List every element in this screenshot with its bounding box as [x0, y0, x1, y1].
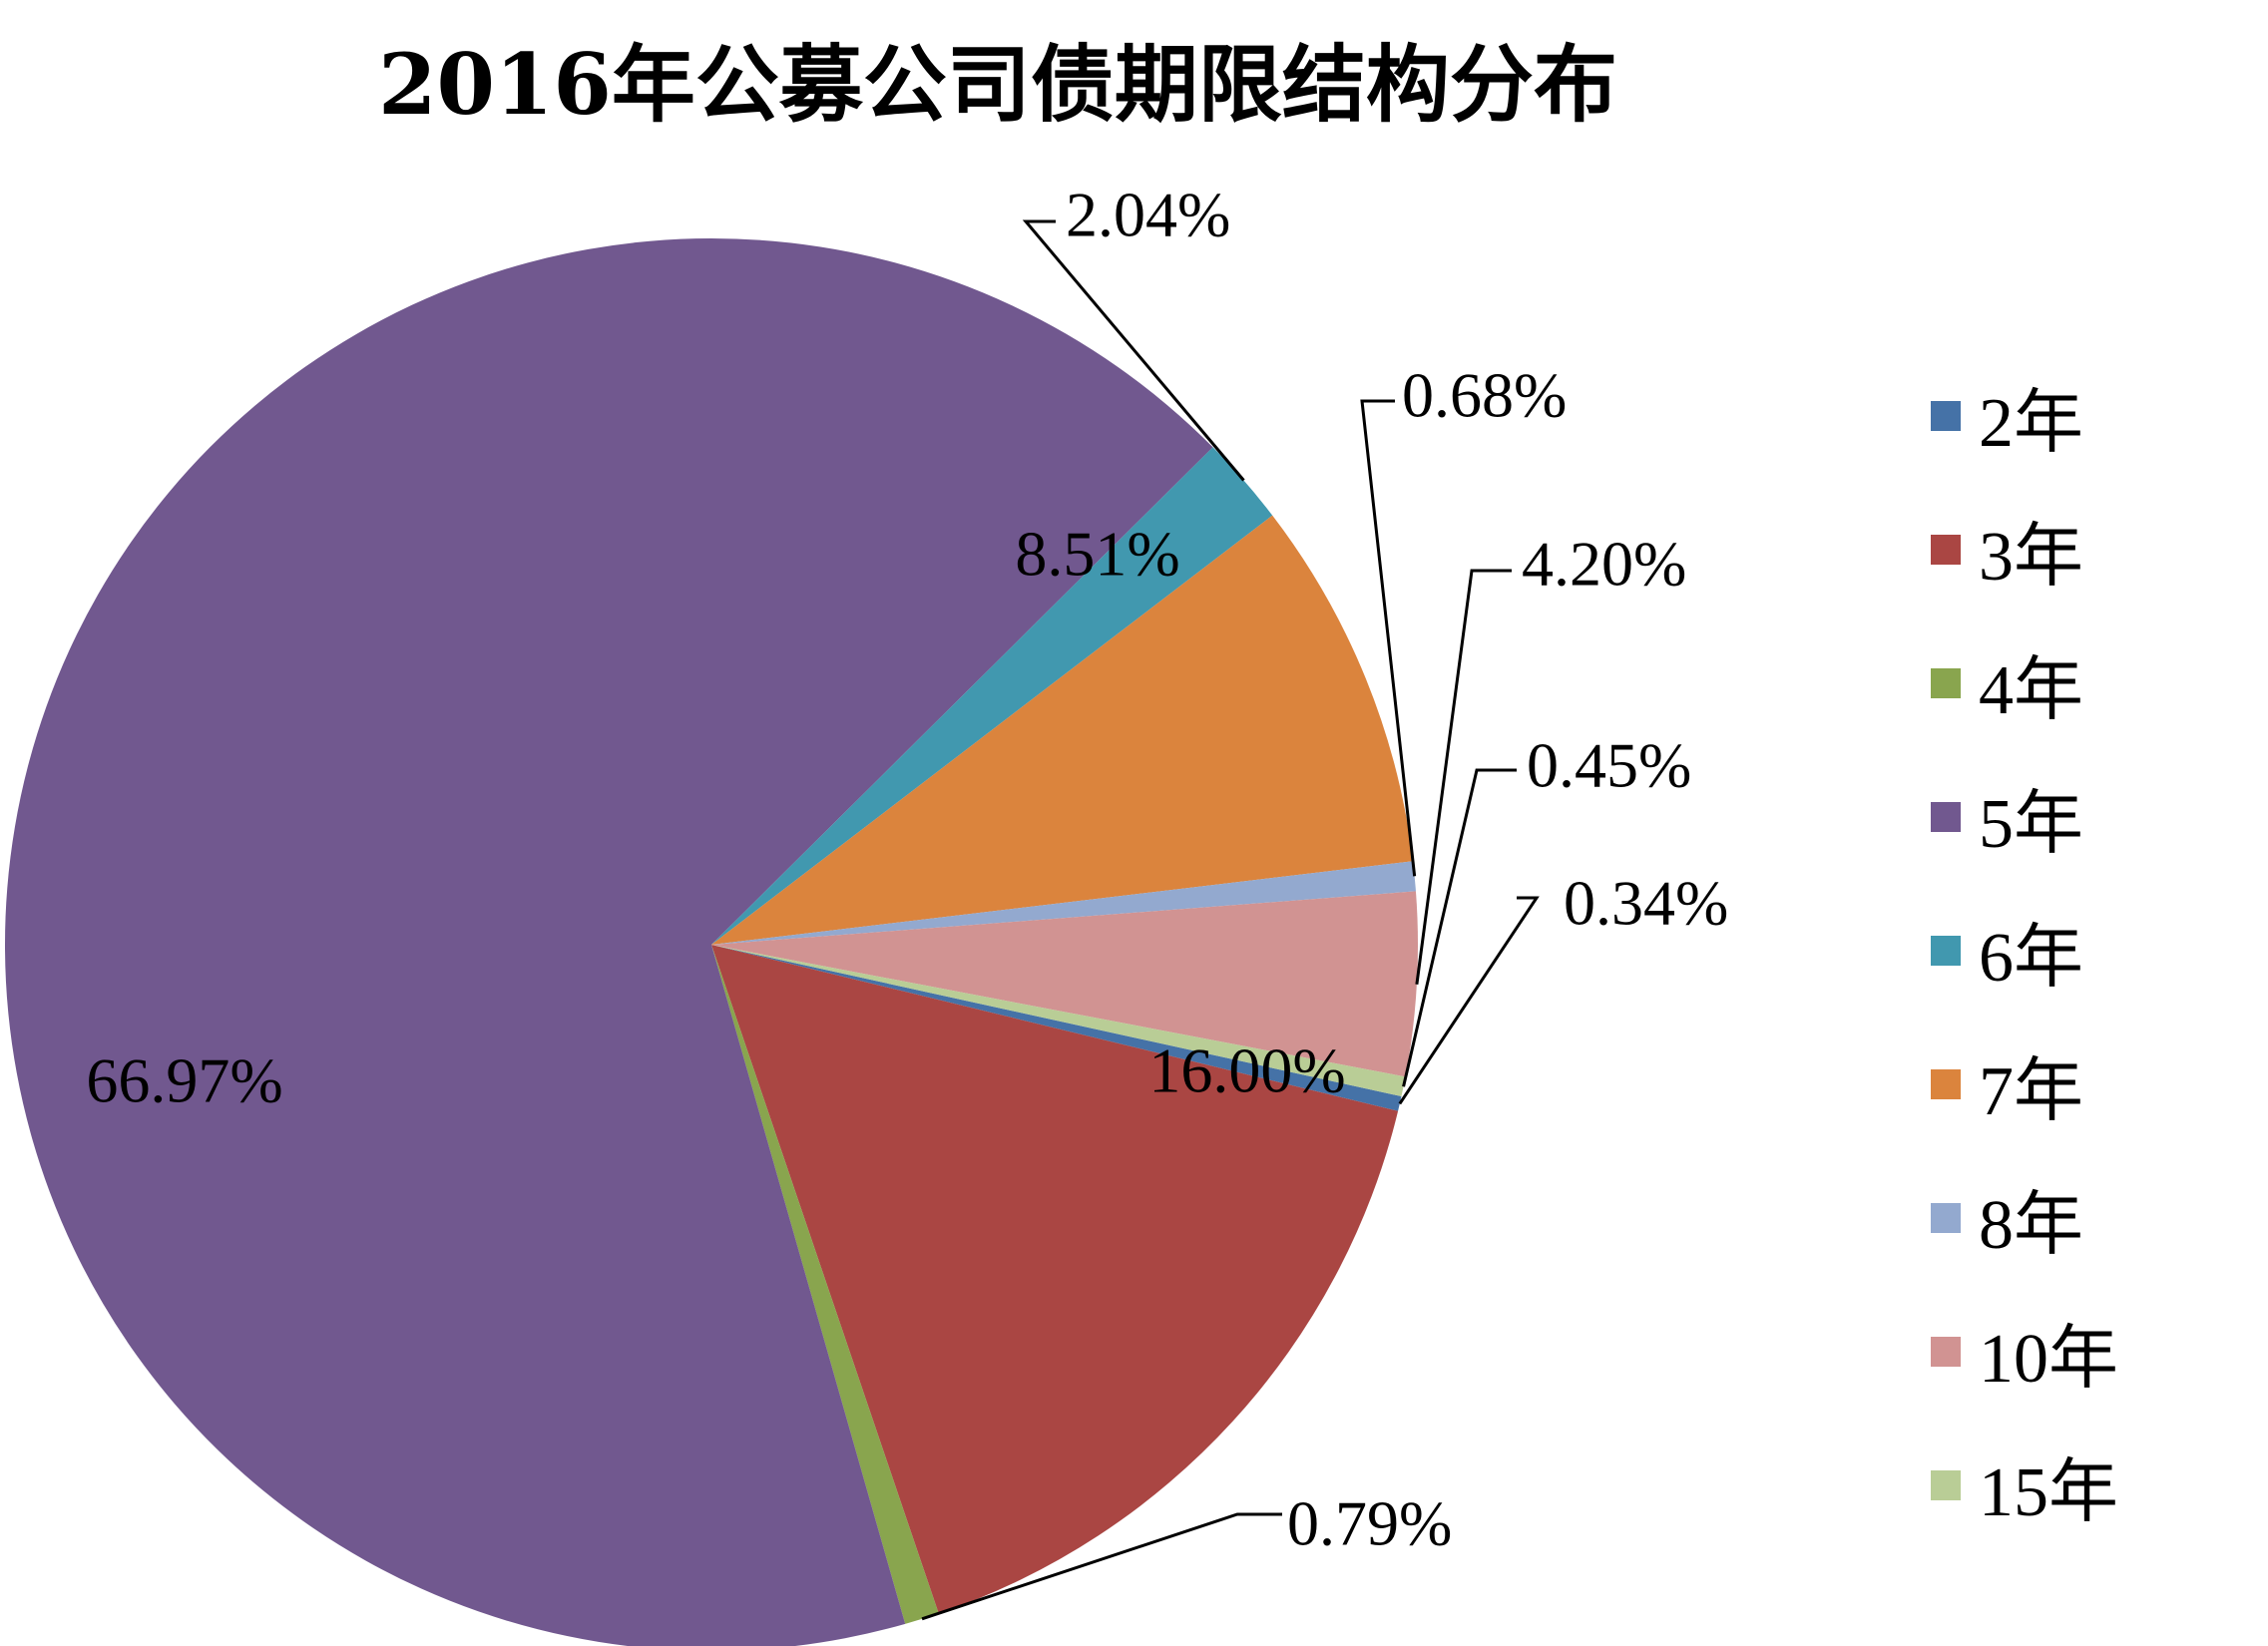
data-label-5: 2.04%	[1066, 180, 1230, 250]
legend-swatch	[1931, 936, 1961, 966]
legend-swatch	[1931, 1203, 1961, 1233]
legend-item: 2年	[1931, 349, 2118, 483]
leader-line-1	[1398, 896, 1540, 1105]
pie-slices	[5, 238, 1419, 1646]
leader-line-5	[1022, 219, 1245, 482]
legend-label: 2年	[1979, 384, 2083, 462]
legend-label: 8年	[1979, 1186, 2083, 1264]
data-label-8: 4.20%	[1522, 529, 1686, 600]
data-label-3: 0.79%	[1287, 1488, 1452, 1559]
data-label-1: 0.34%	[1564, 868, 1728, 939]
leader-line-7	[1360, 399, 1417, 877]
legend-swatch	[1931, 1337, 1961, 1367]
legend-label: 3年	[1979, 518, 2083, 596]
leader-line-8	[1415, 569, 1512, 985]
legend-label: 5年	[1979, 785, 2083, 863]
pie-slice-7	[711, 861, 1416, 945]
legend-item: 5年	[1931, 750, 2118, 884]
legend-swatch	[1931, 535, 1961, 565]
chart-title: 2016年公募公司债期限结构分布	[378, 35, 1617, 134]
legend-item: 6年	[1931, 884, 2118, 1018]
legend-item: 4年	[1931, 617, 2118, 750]
data-label-6: 8.51%	[1015, 519, 1179, 590]
legend-item: 15年	[1931, 1419, 2118, 1552]
pie-slice-8	[711, 891, 1419, 1077]
legend-item: 7年	[1931, 1018, 2118, 1151]
legend-label: 15年	[1979, 1453, 2118, 1531]
legend-swatch	[1931, 802, 1961, 832]
data-labels: 0.34% 16.00% 0.79% 66.97% 2.04% 8.51% 0.68% 4.2…	[86, 180, 1728, 1559]
pie-slice-4	[5, 238, 1213, 1646]
leader-lines	[921, 219, 1540, 1621]
legend-item: 3年	[1931, 483, 2118, 617]
legend-swatch	[1931, 668, 1961, 698]
leader-line-9	[1402, 768, 1517, 1087]
pie-slice-2	[711, 945, 1399, 1614]
pie-slice-5	[711, 447, 1273, 945]
data-label-2: 16.00%	[1148, 1035, 1345, 1106]
legend-label: 4年	[1979, 651, 2083, 729]
pie-slice-6	[711, 515, 1414, 945]
data-label-4: 66.97%	[86, 1045, 282, 1116]
pie-slice-3	[711, 945, 939, 1624]
legend-swatch	[1931, 1069, 1961, 1099]
legend-item: 8年	[1931, 1151, 2118, 1285]
legend-label: 10年	[1979, 1320, 2118, 1398]
legend-label: 7年	[1979, 1052, 2083, 1130]
legend-swatch	[1931, 1470, 1961, 1500]
data-label-9: 0.45%	[1527, 730, 1691, 801]
pie-slice-1	[711, 945, 1402, 1111]
leader-line-3	[921, 1512, 1282, 1621]
pie-slice-9	[711, 945, 1406, 1097]
legend-swatch	[1931, 401, 1961, 431]
legend-item: 10年	[1931, 1285, 2118, 1419]
data-label-7: 0.68%	[1402, 360, 1567, 431]
legend: 2年 3年 4年 5年 6年 7年 8年 10年 15年	[1931, 349, 2118, 1552]
legend-label: 6年	[1979, 919, 2083, 997]
